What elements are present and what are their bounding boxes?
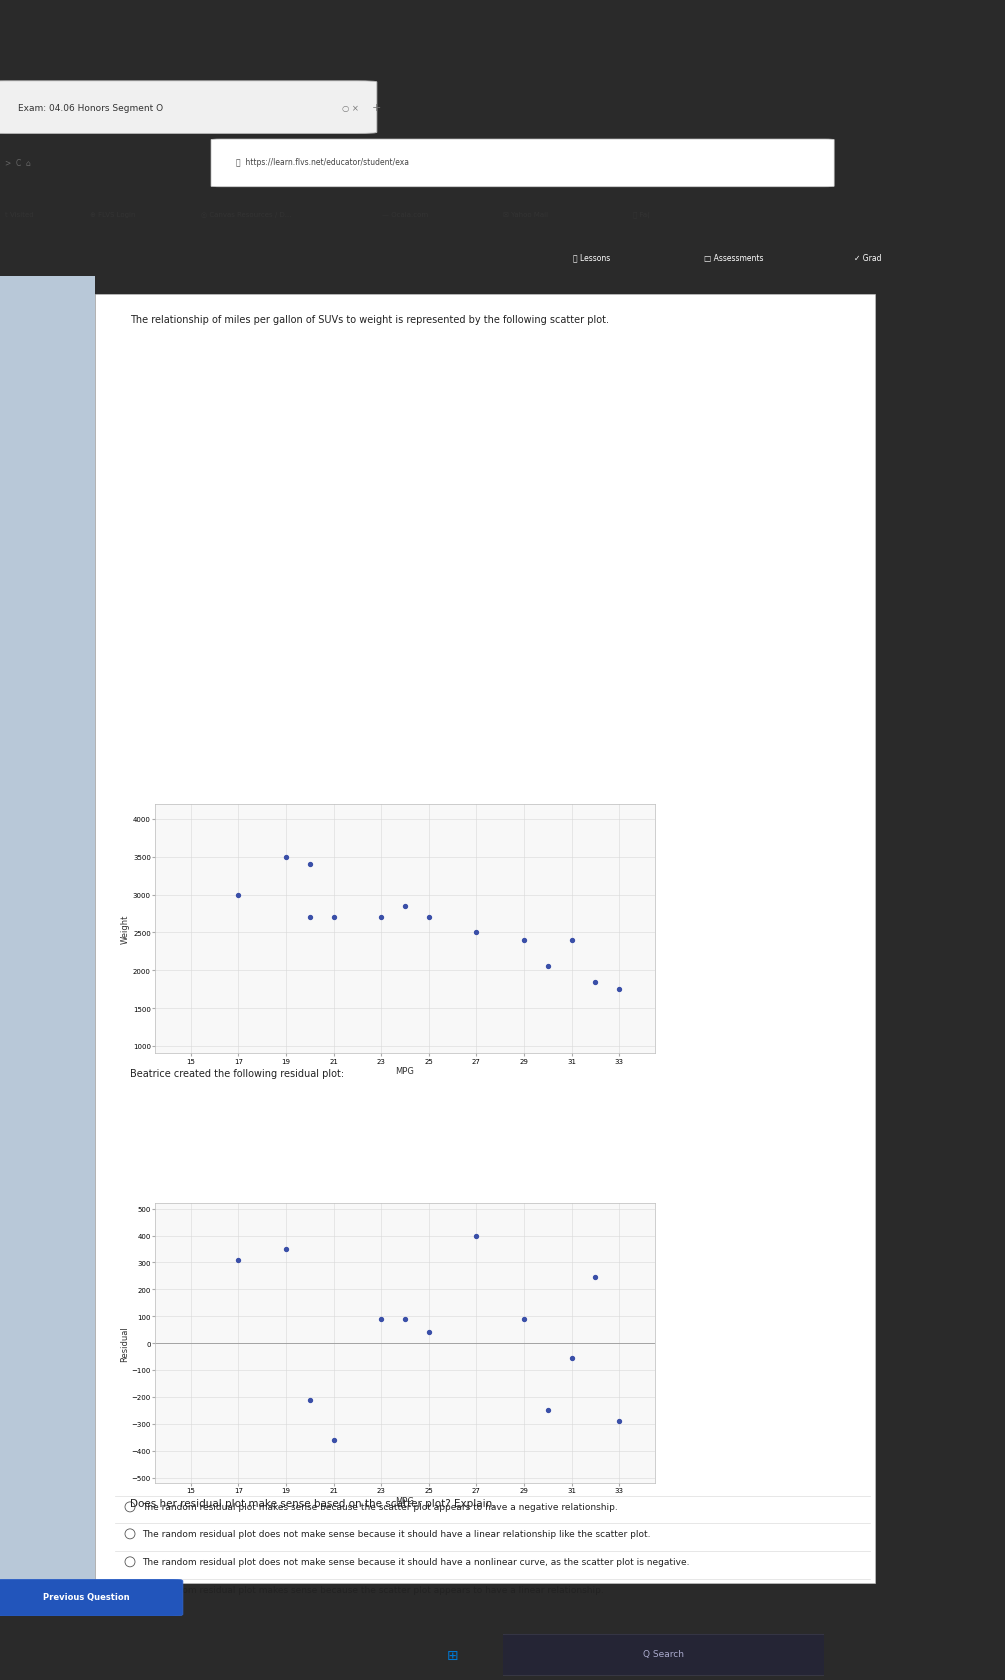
Point bbox=[326, 1426, 342, 1453]
Point bbox=[421, 1319, 437, 1346]
Point bbox=[421, 904, 437, 931]
Point bbox=[540, 1398, 556, 1425]
Text: The random residual plot makes sense because the scatter plot appears to have a : The random residual plot makes sense bec… bbox=[142, 1502, 618, 1512]
X-axis label: MPG: MPG bbox=[396, 1067, 414, 1075]
Point bbox=[397, 892, 413, 919]
Text: The random residual plot does not make sense because it should have a nonlinear : The random residual plot does not make s… bbox=[142, 1557, 689, 1566]
Point bbox=[278, 843, 294, 870]
Point bbox=[516, 927, 532, 954]
Point bbox=[588, 1263, 604, 1290]
Point bbox=[278, 1236, 294, 1263]
Point bbox=[302, 1386, 318, 1413]
Point bbox=[611, 976, 627, 1003]
Text: ✉ Yahoo Mail: ✉ Yahoo Mail bbox=[502, 212, 548, 218]
X-axis label: MPG: MPG bbox=[396, 1495, 414, 1505]
Point bbox=[540, 953, 556, 979]
Text: The random residual plot makes sense because the scatter plot appears to have a : The random residual plot makes sense bec… bbox=[142, 1586, 604, 1594]
Point bbox=[302, 904, 318, 931]
Point bbox=[468, 919, 484, 946]
Text: Previous Question: Previous Question bbox=[43, 1593, 130, 1601]
Text: >  C  ⌂: > C ⌂ bbox=[5, 160, 31, 168]
Text: Does her residual plot make sense based on the scatter plot? Explain.: Does her residual plot make sense based … bbox=[130, 1499, 495, 1509]
Text: □ Assessments: □ Assessments bbox=[704, 254, 763, 262]
Text: ○ ×: ○ × bbox=[342, 104, 359, 113]
FancyBboxPatch shape bbox=[211, 139, 834, 188]
Text: Exam: 04.06 Honors Segment O: Exam: 04.06 Honors Segment O bbox=[18, 104, 163, 113]
FancyBboxPatch shape bbox=[0, 82, 377, 134]
FancyBboxPatch shape bbox=[0, 1579, 183, 1616]
FancyBboxPatch shape bbox=[499, 1635, 827, 1675]
Point bbox=[588, 969, 604, 996]
Text: — Ocala.com: — Ocala.com bbox=[382, 212, 428, 218]
Text: Beatrice created the following residual plot:: Beatrice created the following residual … bbox=[130, 1068, 344, 1079]
Point bbox=[230, 1247, 246, 1273]
Text: Q Search: Q Search bbox=[643, 1650, 683, 1658]
Point bbox=[326, 904, 342, 931]
Point bbox=[611, 1408, 627, 1435]
Text: ◎ Canvas Resources / D...: ◎ Canvas Resources / D... bbox=[201, 212, 291, 218]
Bar bbox=[95, 296, 875, 1583]
Text: 🔵 Fa(: 🔵 Fa( bbox=[633, 212, 650, 218]
Text: ✓ Grad: ✓ Grad bbox=[854, 254, 881, 262]
Text: ⊕ FLVS Login: ⊕ FLVS Login bbox=[90, 212, 136, 218]
Y-axis label: Weight: Weight bbox=[121, 914, 130, 944]
Text: The random residual plot does not make sense because it should have a linear rel: The random residual plot does not make s… bbox=[142, 1529, 650, 1539]
Text: +: + bbox=[372, 102, 381, 113]
Text: The relationship of miles per gallon of SUVs to weight is represented by the fol: The relationship of miles per gallon of … bbox=[130, 316, 609, 326]
Point bbox=[564, 1344, 580, 1371]
Point bbox=[468, 1223, 484, 1250]
Text: 📚 Lessons: 📚 Lessons bbox=[573, 254, 610, 262]
Point bbox=[397, 1305, 413, 1332]
Text: ⊞: ⊞ bbox=[446, 1648, 458, 1662]
Point bbox=[373, 904, 389, 931]
Point bbox=[230, 882, 246, 909]
Point bbox=[564, 927, 580, 954]
Text: t Visited: t Visited bbox=[5, 212, 33, 218]
Text: 🔒  https://learn.flvs.net/educator/student/exa: 🔒 https://learn.flvs.net/educator/studen… bbox=[236, 158, 409, 168]
Point bbox=[302, 852, 318, 879]
Point bbox=[373, 1305, 389, 1332]
Y-axis label: Residual: Residual bbox=[120, 1326, 129, 1361]
Point bbox=[516, 1305, 532, 1332]
Bar bbox=[0, 277, 95, 1613]
